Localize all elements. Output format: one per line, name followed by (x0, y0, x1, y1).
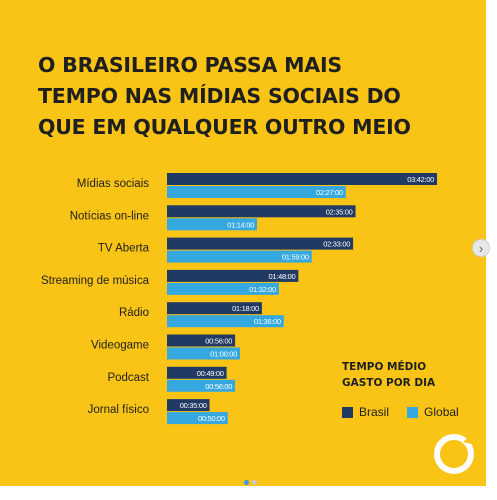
bar-value-label: 03:42:00 (407, 175, 434, 184)
title-line-2: TEMPO NAS MÍDIAS SOCIAIS DO (38, 84, 401, 108)
title-line-3: QUE EM QUALQUER OUTRO MEIO (38, 115, 411, 139)
legend-title-line-1: TEMPO MÉDIO (342, 361, 427, 373)
bar-value-label: 02:33:00 (323, 240, 350, 249)
bar-value-label: 01:59:00 (282, 253, 309, 262)
legend-swatch-brasil (342, 406, 353, 418)
bar-brasil (167, 302, 262, 315)
next-slide-button[interactable]: › (472, 239, 490, 257)
title-line-1: O BRASILEIRO PASSA MAIS (38, 53, 342, 77)
bar-value-label: 00:35:00 (180, 401, 207, 410)
bar-value-label: 00:49:00 (197, 369, 224, 378)
bar-global (167, 379, 236, 392)
category-label: Rádio (119, 307, 149, 319)
bar-value-label: 02:27:00 (316, 188, 343, 197)
infographic-title: O BRASILEIRO PASSA MAIS TEMPO NAS MÍDIAS… (38, 50, 478, 143)
carousel-dot-active[interactable] (244, 480, 249, 485)
bar-brasil (167, 366, 227, 379)
category-label: Mídias sociais (77, 178, 149, 190)
category-label: Streaming de música (41, 275, 150, 287)
bar-value-label: 01:00:00 (210, 350, 237, 359)
bar-global (167, 412, 228, 425)
chevron-right-icon: › (478, 240, 484, 256)
legend-title-line-2: GASTO POR DIA (342, 377, 436, 389)
category-label: Videogame (91, 340, 149, 352)
category-label: Jornal físico (88, 404, 149, 416)
bar-global (167, 218, 257, 231)
bar-global (167, 250, 312, 263)
bar-brasil (167, 399, 210, 412)
bar-value-label: 01:48:00 (269, 272, 296, 281)
bar-brasil (167, 173, 437, 185)
bar-value-label: 00:50:00 (198, 414, 225, 423)
legend-title: TEMPO MÉDIO GASTO POR DIA (342, 359, 472, 391)
bar-value-label: 00:56:00 (205, 337, 232, 346)
carousel-dot[interactable] (252, 480, 257, 485)
category-label: TV Aberta (98, 243, 150, 255)
bar-brasil (167, 237, 354, 250)
bar-value-label: 01:32:00 (249, 285, 276, 294)
bar-global (167, 315, 284, 328)
bar-brasil (167, 205, 356, 218)
legend-swatch-global (407, 406, 419, 418)
bar-global (167, 347, 240, 360)
category-label: Notícias on-line (70, 210, 149, 222)
bar-value-label: 01:36:00 (254, 317, 281, 326)
bar-brasil (167, 334, 236, 347)
brand-circle-logo-icon (434, 434, 474, 474)
bar-global (167, 186, 346, 198)
bar-brasil (167, 269, 299, 282)
chart-legend: Brasil Global (342, 405, 477, 419)
category-label: Podcast (107, 372, 149, 384)
bar-value-label: 00:56:00 (205, 382, 232, 391)
legend-label-brasil: Brasil (359, 405, 390, 419)
bar-value-label: 01:14:00 (227, 220, 254, 229)
legend-label-global: Global (424, 405, 459, 419)
bar-value-label: 01:18:00 (232, 304, 259, 313)
bar-chart: Mídias sociais 03:42:00 02:27:00 Notícias o… (41, 173, 437, 425)
infographic-card: O BRASILEIRO PASSA MAIS TEMPO NAS MÍDIAS… (0, 0, 486, 486)
bar-value-label: 02:35:00 (326, 207, 353, 216)
bar-global (167, 282, 279, 295)
